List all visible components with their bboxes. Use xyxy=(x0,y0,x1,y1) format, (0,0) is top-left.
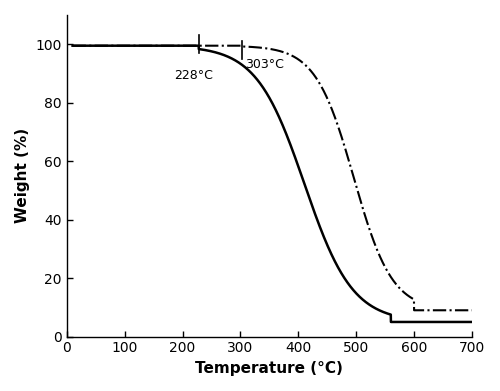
Y-axis label: Weight (%): Weight (%) xyxy=(15,128,30,223)
Text: 303°C: 303°C xyxy=(245,57,284,71)
Text: 228°C: 228°C xyxy=(174,69,212,83)
X-axis label: Temperature (°C): Temperature (°C) xyxy=(196,361,344,376)
